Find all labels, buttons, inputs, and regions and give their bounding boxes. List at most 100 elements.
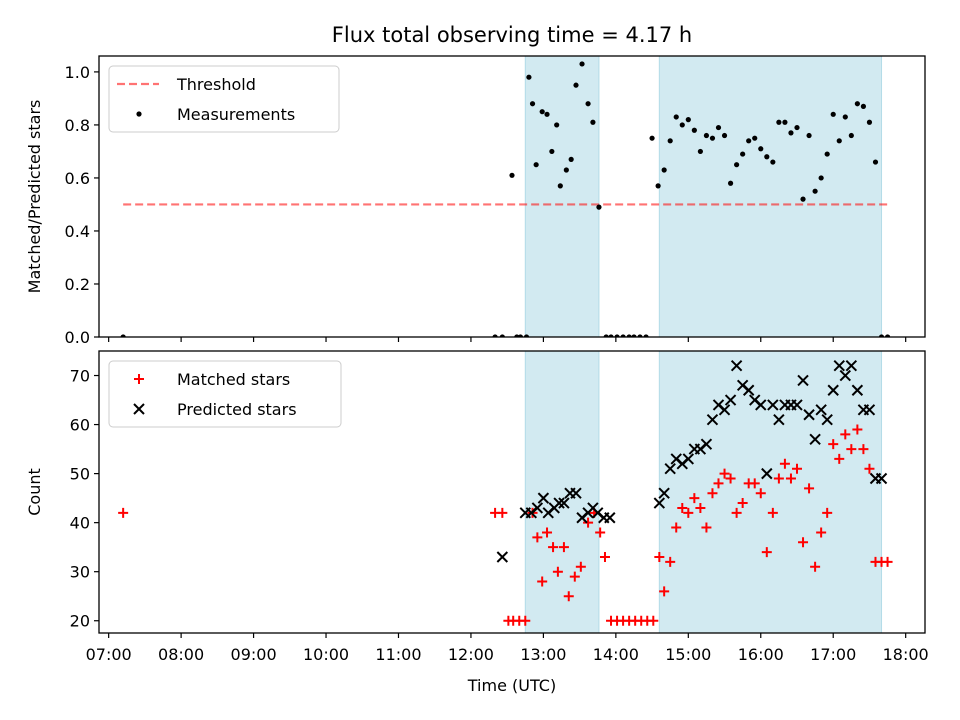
measurement-point [529,101,536,107]
matched-star-marker [882,556,893,567]
measurement-point [715,124,722,131]
measurement-point [661,167,667,173]
matched-star-marker [779,458,790,469]
measurement-point [721,132,728,139]
predicted-star-marker [531,502,544,514]
predicted-star-marker [791,399,803,411]
measurement-point [549,148,555,155]
measurement-point [709,135,716,141]
predicted-star-marker [755,399,767,411]
count-panel: 20 30 40 50 60 70 07:00 08:00 09:00 10:00 11:00 12:… [25,350,929,695]
matched-star-marker [648,615,659,626]
measurement-point [590,119,596,125]
measurement-point [667,138,673,144]
measurement-point [563,167,569,173]
measurement-point [794,124,800,131]
y-tick-label: 20 [70,612,90,631]
y-tick-label: 0.4 [65,222,90,241]
plot-area [120,61,891,337]
measurement-point [509,172,515,178]
matched-star-marker [719,468,730,479]
predicted-star-marker [682,453,695,465]
measurement-point [782,119,788,125]
matched-star-marker [537,576,548,587]
matched-star-marker [773,473,784,484]
legend-label: Predicted stars [177,400,297,419]
matched-star-marker [558,542,569,553]
measurement-point [824,151,830,157]
matched-star-marker [683,507,694,518]
x-tick-label: 15:00 [665,645,711,664]
matched-star-marker [532,532,543,543]
measurement-point [872,159,879,165]
x-tick-label: 10:00 [303,645,349,664]
x-tick-label: 09:00 [231,645,277,664]
y-tick-label: 0.6 [65,169,90,188]
matched-star-marker [828,439,839,450]
measurement-point [673,114,679,120]
matched-star-marker [552,566,563,577]
matched-star-marker [761,547,772,558]
y-axis-label: Count [25,468,44,516]
matched-star-marker [785,473,796,484]
matched-star-marker [798,537,809,548]
predicted-star-marker [761,467,773,480]
predicted-star-marker [863,404,876,416]
x-tick-label: 17:00 [810,645,856,664]
measurement-point [727,180,734,186]
matched-star-marker [575,561,586,572]
measurement-point [596,204,602,210]
y-tick-label: 70 [70,367,90,386]
measurement-point [573,82,579,88]
measurement-point [544,111,550,117]
measurement-point [533,162,539,168]
matched-star-marker [834,453,845,464]
x-axis-label: Time (UTC) [467,676,556,695]
matched-star-marker [767,507,778,518]
matched-star-marker [840,429,851,440]
predicted-star-marker [767,399,779,411]
figure-title: Flux total observing time = 4.17 h [332,23,692,47]
x-tick-label: 13:00 [520,645,566,664]
y-tick-label: 0.8 [65,116,90,135]
predicted-star-marker [653,497,666,509]
predicted-star-marker [742,384,755,396]
legend-matched-swatch [134,374,144,384]
axes-frame [98,350,926,634]
matched-star-marker [689,493,700,504]
matched-star-marker [725,473,736,484]
matched-star-marker [563,591,574,602]
predicted-star-marker [604,512,616,524]
x-tick-label: 11:00 [375,645,421,664]
matched-star-marker [749,478,760,489]
predicted-star-marker [815,404,827,416]
predicted-star-marker [845,360,858,372]
matched-star-marker [731,507,742,518]
predicted-star-marker [833,360,845,372]
matched-star-marker [695,502,706,513]
predicted-star-marker [730,360,743,372]
measurement-point [526,74,532,80]
x-tick-label: 08:00 [158,645,204,664]
matched-star-marker [671,522,682,533]
measurement-point [752,135,758,141]
measurement-point [854,101,860,107]
measurement-point [800,196,806,202]
predicted-star-marker [773,413,785,426]
matched-star-marker [548,542,559,553]
measurement-point [691,127,697,133]
x-tick-label: 07:00 [86,645,132,664]
measurement-point [557,183,563,189]
measurement-point [776,119,782,125]
x-tick-label: 12:00 [448,645,494,664]
predicted-star-marker [809,433,821,445]
predicted-star-marker [839,369,852,382]
measurement-point [764,154,770,160]
matched-star-marker [701,522,712,533]
matched-star-marker [595,527,606,538]
measurement-point [746,138,752,144]
matched-star-marker [707,488,718,499]
x-tick-label: 14:00 [593,645,639,664]
predicted-star-marker [537,492,550,504]
measurement-point [758,146,764,152]
